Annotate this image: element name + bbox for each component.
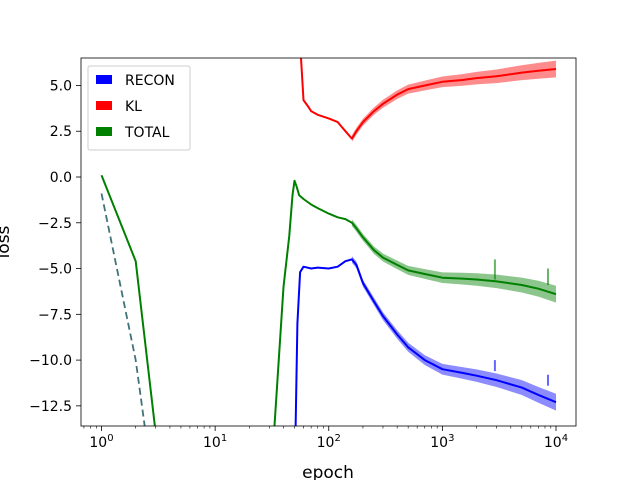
y-tick-label: −2.5 bbox=[38, 216, 72, 232]
x-tick-label: 103 bbox=[430, 433, 454, 451]
series-line-total bbox=[100, 174, 557, 426]
spike-marks bbox=[493, 259, 549, 386]
x-tick-label: 104 bbox=[544, 433, 568, 451]
legend-swatch-total bbox=[96, 127, 112, 136]
x-tick-label: 101 bbox=[203, 433, 227, 451]
series-band-recon bbox=[351, 256, 556, 411]
series-line-reference bbox=[100, 193, 146, 426]
noise-bands bbox=[351, 60, 556, 411]
x-axis-label: epoch bbox=[302, 463, 354, 480]
y-tick-label: 5.0 bbox=[50, 78, 72, 94]
legend-label-kl: KL bbox=[125, 99, 142, 115]
series-band-kl bbox=[351, 60, 556, 142]
series-line-recon bbox=[294, 258, 557, 426]
x-tick-label: 102 bbox=[317, 433, 341, 451]
legend-label-recon: RECON bbox=[125, 73, 175, 89]
x-axis-ticks: 100 101 102 103 104 bbox=[83, 426, 568, 451]
legend-box bbox=[87, 65, 191, 151]
y-tick-label: −12.5 bbox=[29, 399, 72, 415]
y-tick-label: 0.0 bbox=[50, 170, 72, 186]
y-axis-ticks: 5.0 2.5 0.0 −2.5 −5.0 −7.5 −10.0 −12.5 bbox=[29, 78, 81, 415]
y-tick-label: −7.5 bbox=[38, 307, 72, 323]
y-tick-label: −10.0 bbox=[29, 353, 72, 369]
series-line-kl bbox=[300, 58, 557, 140]
y-tick-label: −5.0 bbox=[38, 262, 72, 278]
legend-swatch-recon bbox=[96, 75, 112, 84]
x-tick-label: 100 bbox=[89, 433, 113, 451]
legend: RECON KL TOTAL bbox=[87, 65, 191, 151]
series-lines bbox=[100, 58, 557, 426]
y-tick-label: 2.5 bbox=[50, 124, 72, 140]
y-axis-label: loss bbox=[0, 225, 14, 258]
series-band-total bbox=[351, 219, 556, 303]
legend-label-total: TOTAL bbox=[124, 125, 170, 141]
legend-swatch-kl bbox=[96, 101, 112, 110]
